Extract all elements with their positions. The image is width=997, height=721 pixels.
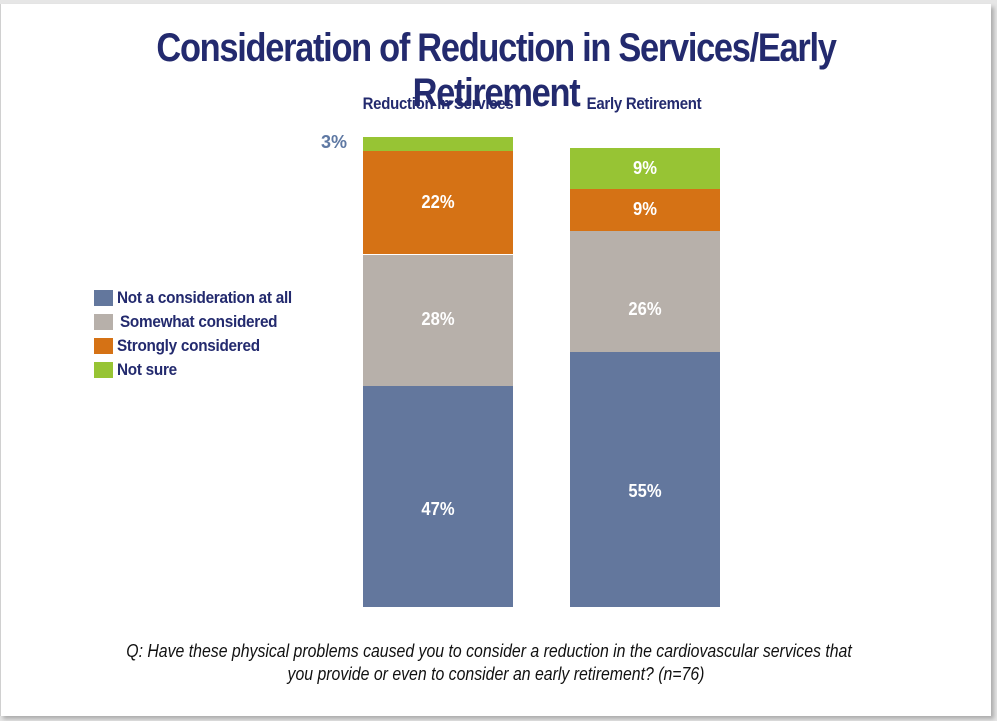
data-label: 26% bbox=[628, 299, 662, 320]
legend-label: Not a consideration at all bbox=[117, 288, 292, 307]
bar-segment-early-retirement-not-a-consideration-at-all bbox=[570, 351, 720, 607]
data-label: 28% bbox=[421, 309, 455, 330]
chart-title: Consideration of Reduction in Services/E… bbox=[156, 26, 836, 115]
legend-swatch bbox=[94, 338, 113, 354]
data-label: 3% bbox=[321, 132, 348, 153]
bar-segment-early-retirement-not-sure bbox=[570, 147, 720, 190]
data-label: 47% bbox=[421, 498, 455, 519]
bar-segment-reduction-in-services-not-a-consideration-at-all bbox=[363, 386, 513, 607]
data-label: 22% bbox=[421, 191, 455, 212]
legend-label: Strongly considered bbox=[117, 336, 260, 355]
bar-segment-early-retirement-somewhat-considered bbox=[570, 231, 720, 352]
category-label-early-retirement: Early Retirement bbox=[586, 94, 702, 113]
legend-item-not-sure: Not sure bbox=[94, 358, 311, 382]
legend-swatch bbox=[94, 290, 113, 306]
legend-label: Somewhat considered bbox=[120, 312, 278, 331]
data-label: 9% bbox=[633, 157, 657, 178]
legend-label: Not sure bbox=[117, 360, 177, 379]
bar-segment-early-retirement-strongly-considered bbox=[570, 189, 720, 232]
data-label: 9% bbox=[633, 199, 657, 220]
category-label-reduction: Reduction in Services bbox=[362, 94, 514, 113]
legend-item-strongly-considered: Strongly considered bbox=[94, 334, 311, 358]
legend-item-not-a-consideration: Not a consideration at all bbox=[94, 286, 311, 310]
bar-segment-reduction-in-services-somewhat-considered bbox=[363, 254, 513, 387]
legend-swatch bbox=[94, 314, 113, 330]
survey-question: Q: Have these physical problems caused y… bbox=[1, 640, 991, 686]
data-label: 55% bbox=[628, 481, 662, 502]
bar-segment-reduction-in-services-not-sure bbox=[363, 137, 513, 152]
legend: Not a consideration at all Somewhat cons… bbox=[94, 286, 311, 382]
bar-segment-reduction-in-services-strongly-considered bbox=[363, 151, 513, 255]
legend-item-somewhat-considered: Somewhat considered bbox=[94, 310, 311, 334]
question-line-2: you provide or even to consider an early… bbox=[287, 664, 705, 684]
question-line-1: Q: Have these physical problems caused y… bbox=[126, 641, 852, 661]
legend-swatch bbox=[94, 362, 113, 378]
chart-frame: Consideration of Reduction in Services/E… bbox=[0, 4, 991, 716]
